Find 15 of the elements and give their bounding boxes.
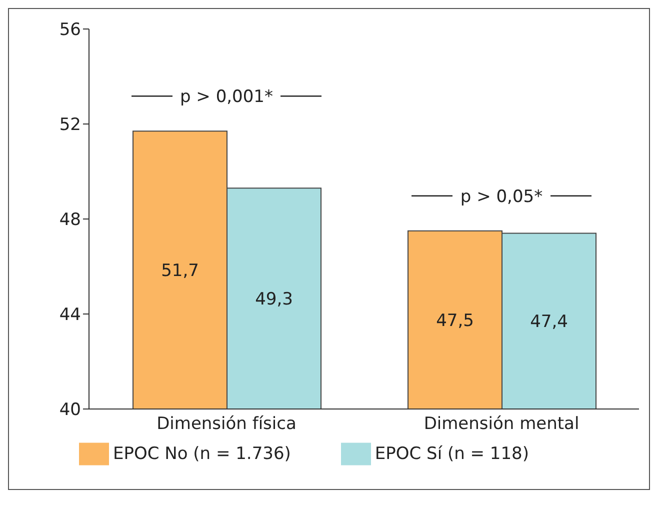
x-tick-label: Dimensión física	[156, 414, 296, 434]
y-tick-label: 48	[59, 210, 81, 230]
data-label: 47,5	[436, 310, 474, 331]
legend-label: EPOC Sí (n = 118)	[374, 444, 530, 464]
y-tick-label: 40	[59, 400, 81, 420]
data-label: 47,4	[530, 312, 568, 332]
annotation: p > 0,001*	[180, 87, 274, 108]
y-tick-label: 44	[59, 305, 81, 326]
data-label: 51,7	[161, 261, 199, 282]
y-tick-label: 52	[59, 115, 81, 136]
legend-label: EPOC No (n = 1.736)	[112, 444, 291, 464]
x-tick-label: Dimensión mental	[424, 414, 580, 434]
annotation: p > 0,05*	[460, 186, 543, 207]
y-tick-label: 56	[59, 20, 81, 40]
data-label: 49,3	[255, 290, 293, 310]
